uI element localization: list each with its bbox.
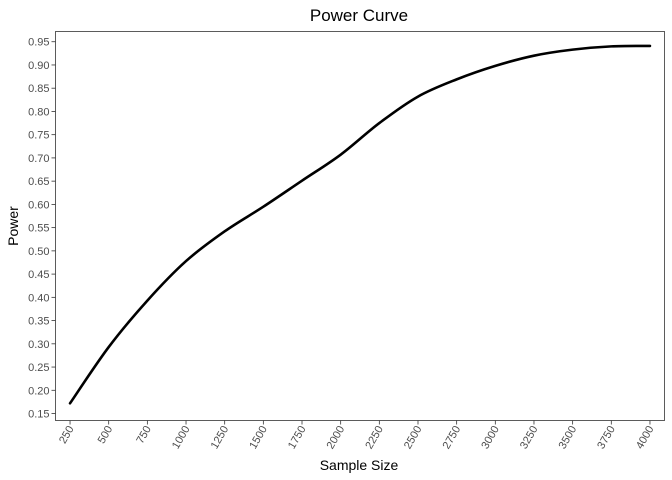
- y-axis: 0.15 0.20 0.25 0.30 0.35 0.40 0.45 0.50 0.55 0.60…: [28, 37, 56, 421]
- chart-title: Power Curve: [310, 6, 408, 25]
- x-tick-label: 500: [96, 424, 116, 446]
- x-tick-label: 1500: [247, 424, 270, 451]
- plot-panel: [55, 31, 665, 421]
- x-tick-label: 2250: [363, 424, 386, 451]
- y-tick-label: 0.80: [28, 106, 49, 118]
- x-tick-label: 1250: [209, 424, 232, 451]
- x-tick-label: 750: [134, 424, 154, 446]
- y-tick-label: 0.85: [28, 83, 49, 95]
- power-curve-line: [68, 44, 652, 405]
- y-tick-label: 0.95: [28, 37, 49, 49]
- x-tick-label: 3750: [595, 424, 618, 451]
- y-tick-label: 0.50: [28, 246, 49, 258]
- x-tick-label: 4000: [634, 424, 657, 451]
- y-tick-label: 0.75: [28, 130, 49, 142]
- y-tick-label: 0.30: [28, 339, 49, 351]
- y-tick-label: 0.90: [28, 60, 49, 72]
- y-tick-label: 0.25: [28, 362, 49, 374]
- y-tick-label: 0.70: [28, 153, 49, 165]
- x-tick-label: 2750: [441, 424, 464, 451]
- x-tick-label: 3000: [479, 424, 502, 451]
- x-tick-label: 3250: [518, 424, 541, 451]
- x-tick-label: 1750: [286, 424, 309, 451]
- y-tick-label: 0.45: [28, 269, 49, 281]
- y-axis-title: Power: [5, 206, 21, 246]
- x-tick-label: 2000: [325, 424, 348, 451]
- y-tick-label: 0.15: [28, 409, 49, 421]
- y-tick-label: 0.60: [28, 199, 49, 211]
- x-axis: 250 500 750 1000 1250 1500 1750 2000 2250 2500 275…: [57, 420, 657, 451]
- x-tick-label: 1000: [170, 424, 193, 451]
- y-tick-label: 0.65: [28, 176, 49, 188]
- y-tick-label: 0.40: [28, 292, 49, 304]
- x-tick-label: 3500: [557, 424, 580, 451]
- x-axis-title: Sample Size: [320, 457, 399, 473]
- x-tick-label: 2500: [402, 424, 425, 451]
- x-tick-label: 250: [57, 424, 77, 446]
- y-tick-label: 0.35: [28, 316, 49, 328]
- y-tick-label: 0.55: [28, 223, 49, 235]
- y-tick-label: 0.20: [28, 385, 49, 397]
